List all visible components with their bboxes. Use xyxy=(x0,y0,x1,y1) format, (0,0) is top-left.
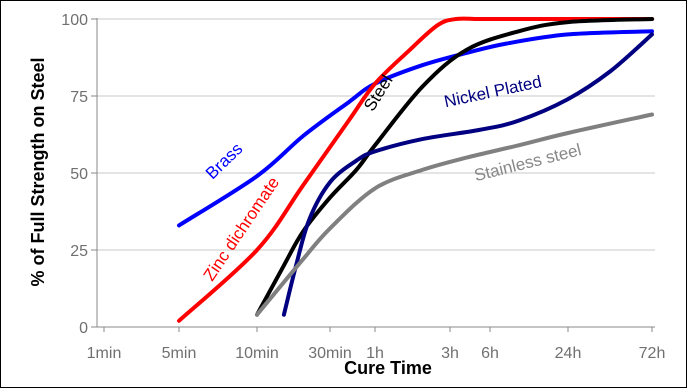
x-axis-title: Cure Time xyxy=(344,358,432,378)
x-tick-label-5min: 5min xyxy=(162,345,197,362)
series-lines xyxy=(177,16,654,323)
x-tick-label-6h: 6h xyxy=(481,345,499,362)
x-tick-label-10min: 10min xyxy=(235,345,279,362)
series-label-nickel-plated: Nickel Plated xyxy=(442,72,543,111)
axes xyxy=(96,18,655,328)
x-tick-label-3h: 3h xyxy=(441,345,459,362)
tick-labels: 0 25 50 75 100 1min 5min 10min 30min 1h 3h 6h 24h 72h xyxy=(61,12,665,362)
y-tick-label-75: 75 xyxy=(70,89,88,106)
y-tick-label-100: 100 xyxy=(61,12,88,29)
y-tick-label-50: 50 xyxy=(70,166,88,183)
grid-lines xyxy=(91,18,655,332)
y-tick-label-0: 0 xyxy=(79,320,88,337)
series-line-brass xyxy=(177,29,654,228)
x-tick-label-30min: 30min xyxy=(308,345,352,362)
series-line-zinc-dichromate xyxy=(177,16,654,323)
series-label-brass: Brass xyxy=(202,139,246,183)
x-tick-label-1min: 1min xyxy=(87,345,122,362)
x-tick-label-24h: 24h xyxy=(555,345,582,362)
x-tick-label-1h: 1h xyxy=(366,345,384,362)
series-label-stainless-steel: Stainless steel xyxy=(472,140,583,185)
x-tick-label-72h: 72h xyxy=(639,345,666,362)
y-tick-label-25: 25 xyxy=(70,243,88,260)
series-line-nickel-plated xyxy=(281,32,654,317)
y-axis-title: % of Full Strength on Steel xyxy=(28,58,48,287)
series-line-steel xyxy=(255,17,654,317)
series-line-stainless-steel xyxy=(255,112,654,317)
